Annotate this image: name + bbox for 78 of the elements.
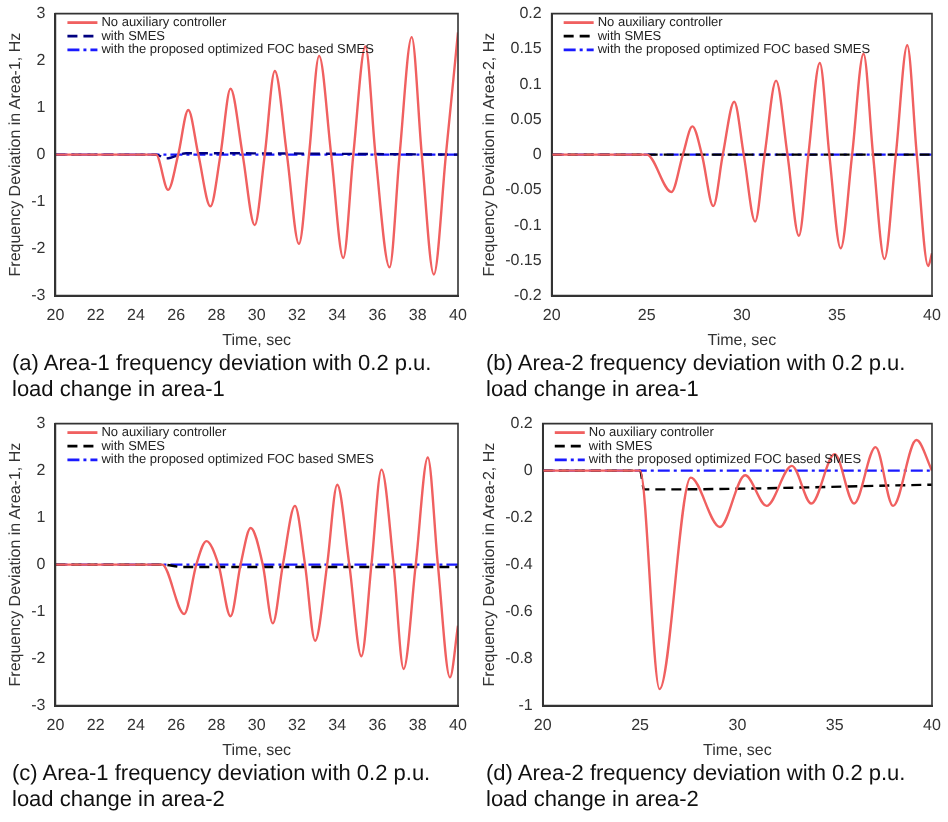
x-axis-title: Time, sec <box>222 330 292 349</box>
x-tick-label: 28 <box>207 305 227 324</box>
y-tick-label: -0.2 <box>514 286 543 305</box>
y-tick-label: 0.2 <box>519 4 543 23</box>
y-tick-label: 0.05 <box>510 109 543 128</box>
y-tick-label: 0.1 <box>519 74 543 93</box>
y-tick-label: 3 <box>36 4 47 23</box>
x-tick-label: 30 <box>728 715 748 734</box>
y-tick-label: -1 <box>518 696 534 715</box>
y-tick-label: 0 <box>36 145 47 164</box>
x-axis-title: Time, sec <box>222 740 292 759</box>
x-tick-label: 22 <box>86 305 106 324</box>
line-series <box>551 44 932 268</box>
x-tick-label: 24 <box>127 715 146 734</box>
x-tick-label: 20 <box>542 305 562 324</box>
y-tick-label: 2 <box>36 461 47 480</box>
x-tick-label: 40 <box>923 715 942 734</box>
x-tick-label: 25 <box>637 305 657 324</box>
y-tick-label: -2 <box>31 649 47 668</box>
x-axis-title: Time, sec <box>707 330 777 349</box>
y-tick-label: 0.2 <box>510 414 534 433</box>
y-tick-label: -0.6 <box>505 602 534 621</box>
x-axis-title: Time, sec <box>703 740 772 759</box>
y-tick-label: -1 <box>31 192 47 211</box>
y-tick-label: -0.4 <box>505 555 534 574</box>
y-tick-label: 0.15 <box>510 39 543 58</box>
text: (b) Area-2 frequency deviation with 0.2 p.u. load change in area-1 <box>484 352 908 404</box>
x-tick-label: 30 <box>247 305 267 324</box>
x-tick-label: 40 <box>449 305 468 324</box>
x-tick-label: 20 <box>46 715 66 734</box>
y-tick-label: -0.8 <box>505 649 534 668</box>
y-tick-label: -0.05 <box>505 180 543 199</box>
x-tick-label: 40 <box>449 715 468 734</box>
x-tick-label: 38 <box>408 715 428 734</box>
y-tick-label: 0 <box>36 555 47 574</box>
y-axis-title: Frequency Deviation in Area-2, Hz <box>480 442 499 687</box>
y-tick-label: 1 <box>36 508 47 527</box>
x-tick-label: 25 <box>631 715 651 734</box>
x-tick-label: 34 <box>328 715 348 734</box>
y-tick-label: -0.15 <box>505 250 543 269</box>
x-tick-label: 32 <box>288 715 307 734</box>
y-tick-label: -3 <box>31 696 47 715</box>
x-tick-label: 40 <box>923 305 942 324</box>
y-tick-label: 0 <box>523 461 534 480</box>
x-tick-label: 34 <box>328 305 348 324</box>
x-tick-label: 30 <box>732 305 752 324</box>
y-tick-label: -2 <box>31 239 47 258</box>
x-tick-label: 35 <box>828 305 847 324</box>
text: (c) Area-1 frequency deviation with 0.2 p.u. load change in area-2 <box>10 762 433 814</box>
line-series <box>542 438 932 691</box>
y-tick-label: 0 <box>532 145 543 164</box>
text: (d) Area-2 frequency deviation with 0.2 p.u. load change in area-2 <box>484 762 908 814</box>
x-tick-label: 38 <box>408 305 428 324</box>
y-tick-label: -1 <box>31 602 47 621</box>
x-tick-label: 20 <box>533 715 553 734</box>
x-tick-label: 35 <box>825 715 845 734</box>
x-tick-label: 22 <box>86 715 106 734</box>
x-tick-label: 30 <box>247 715 267 734</box>
y-tick-label: -3 <box>31 286 47 305</box>
x-tick-label: 32 <box>288 305 307 324</box>
text: (a) Area-1 frequency deviation with 0.2 p.u. load change in area-1 <box>10 352 434 404</box>
y-tick-label: -0.1 <box>514 215 543 234</box>
x-tick-label: 36 <box>368 305 388 324</box>
x-tick-label: 36 <box>368 715 388 734</box>
y-tick-label: -0.2 <box>505 508 534 527</box>
y-tick-label: 1 <box>36 98 47 117</box>
y-tick-label: 3 <box>36 414 47 433</box>
line-series <box>55 31 458 276</box>
y-axis-title: Frequency Deviation in Area-1, Hz <box>6 442 25 687</box>
x-tick-label: 28 <box>207 715 227 734</box>
line-series <box>55 456 458 679</box>
x-tick-label: 26 <box>167 305 187 324</box>
y-axis-title: Frequency Deviation in Area-2, Hz <box>480 32 499 277</box>
x-tick-label: 26 <box>167 715 187 734</box>
y-tick-label: 2 <box>36 51 47 70</box>
x-tick-label: 24 <box>127 305 146 324</box>
x-tick-label: 20 <box>46 305 66 324</box>
y-axis-title: Frequency Deviation in Area-1, Hz <box>6 32 25 277</box>
